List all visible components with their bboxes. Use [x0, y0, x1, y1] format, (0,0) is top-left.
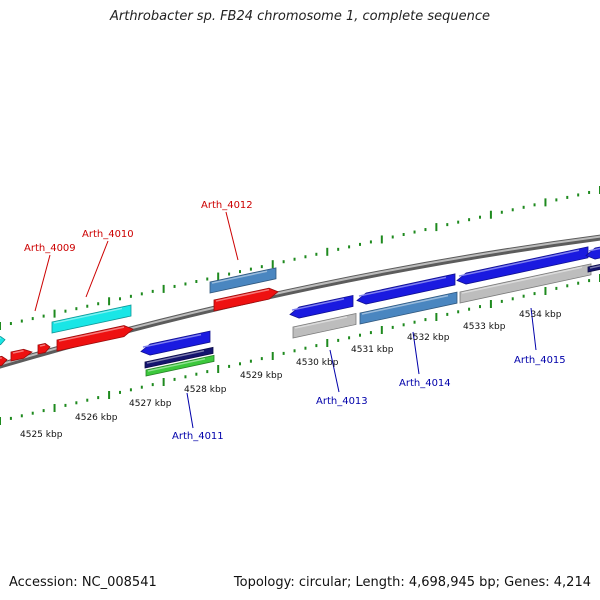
scale-ticks [0, 186, 600, 425]
feature-red-edge [0, 355, 8, 367]
feature-arth-4010-b-body [56, 325, 134, 352]
backbone-highlight [0, 235, 600, 366]
leader-arth-4015 [530, 307, 537, 351]
feature-cyan-edge [0, 336, 6, 346]
backbone-line [0, 234, 600, 369]
feature-arth-4013-b-body [292, 312, 357, 339]
feature-arth-4014-b-body [359, 291, 458, 325]
leader-arth-4011 [186, 392, 194, 429]
scale-label-4533: 4533 kbp [463, 322, 506, 332]
feature-arth-4010-a-shine [53, 307, 123, 324]
feature-red-edge-shine [0, 357, 2, 359]
feature-arth-4010-b [56, 325, 134, 352]
feature-red-small-2 [37, 343, 51, 355]
scale-label-4527: 4527 kbp [129, 399, 172, 409]
scale-labels: 4525 kbp 4526 kbp 4527 kbp 4528 kbp 4529… [20, 310, 562, 440]
feature-red-small-2-shine [39, 344, 46, 347]
feature-arth-4011-c [145, 354, 215, 377]
feature-cyan-edge-body [0, 336, 6, 346]
feature-edge-blue-shine [587, 247, 600, 252]
gene-label-arth-4013: Arth_4013 [316, 396, 368, 407]
gene-labels: Arth_4009 Arth_4010 Arth_4012 Arth_4011 … [24, 200, 566, 442]
label-leaders [34, 211, 537, 429]
leader-arth-4012 [225, 211, 239, 261]
feature-arth-4014-b [359, 291, 458, 325]
feature-arth-4012-a [209, 267, 277, 294]
scale-label-4530: 4530 kbp [296, 358, 339, 368]
feature-arth-4012-b [213, 287, 279, 312]
feature-arth-4012-b-body [213, 287, 279, 312]
feature-red-edge-body [0, 355, 8, 367]
feature-arth-4010-a [51, 304, 132, 334]
feature-arth-4014-b-shine [361, 294, 449, 315]
feature-arth-4013-b [292, 312, 357, 339]
feature-arth-4014-a-shine [358, 276, 447, 297]
gene-label-arth-4010: Arth_4010 [82, 229, 134, 240]
topology-summary: Topology: circular; Length: 4,698,945 bp… [233, 575, 591, 590]
feature-arth-4011-b [144, 346, 214, 369]
accession-text: Accession: NC_008541 [9, 575, 157, 590]
feature-arth-4012-a-shine [211, 270, 268, 284]
feature-arth-4015-b-body [459, 263, 592, 304]
gene-label-arth-4009: Arth_4009 [24, 243, 76, 254]
scale-label-4529: 4529 kbp [240, 371, 283, 381]
scale-label-4526: 4526 kbp [75, 413, 118, 423]
feature-arth-4011-b-shine [146, 350, 205, 364]
feature-edge-navy-shine [589, 265, 600, 269]
feature-arth-4014-a [356, 273, 456, 305]
feature-arth-4010-b-shine [58, 326, 125, 342]
feature-red-small-1 [10, 348, 33, 362]
feature-arth-4011-c-shine [147, 358, 206, 372]
leader-arth-4014 [412, 331, 420, 375]
feature-arth-4012-a-body [209, 267, 277, 294]
feature-arth-4013-b-shine [294, 316, 348, 329]
scale-label-4528: 4528 kbp [184, 385, 227, 395]
leader-arth-4013 [329, 349, 340, 393]
scale-label-4532: 4532 kbp [407, 333, 450, 343]
feature-arth-4015-b [459, 263, 592, 304]
feature-arth-4015-a-shine [458, 249, 580, 277]
feature-edge-blue [585, 246, 600, 260]
leader-arth-4009 [34, 254, 51, 312]
gene-label-arth-4012: Arth_4012 [201, 200, 253, 211]
feature-red-small-1-shine [12, 350, 24, 354]
feature-edge-navy [587, 264, 600, 273]
feature-arth-4011-a [140, 330, 211, 356]
feature-arth-4015-a [456, 246, 589, 285]
feature-arth-4015-b-shine [461, 266, 583, 294]
backbone [0, 234, 600, 369]
gene-label-arth-4015: Arth_4015 [514, 355, 566, 366]
gene-features [0, 246, 600, 377]
feature-arth-4011-a-shine [142, 333, 202, 348]
feature-arth-4013-a-shine [291, 298, 345, 311]
gene-label-arth-4011: Arth_4011 [172, 431, 224, 442]
gene-label-arth-4014: Arth_4014 [399, 378, 451, 389]
feature-arth-4010-a-body [51, 304, 132, 334]
leader-arth-4010 [85, 240, 109, 298]
map-title: Arthrobacter sp. FB24 chromosome 1, comp… [109, 9, 491, 24]
scale-label-4531: 4531 kbp [351, 345, 394, 355]
feature-arth-4012-b-shine [215, 288, 270, 302]
scale-label-4534: 4534 kbp [519, 310, 562, 320]
feature-arth-4013-a [289, 294, 354, 319]
scale-label-4525: 4525 kbp [20, 430, 63, 440]
